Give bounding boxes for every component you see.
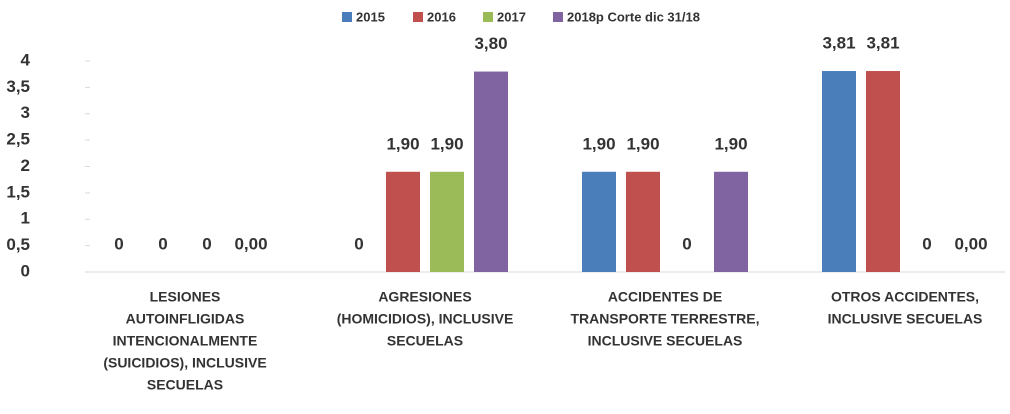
bar [866,71,900,273]
data-label: 0 [354,234,363,253]
x-tick-label: SECUELAS [387,333,463,349]
x-tick-label: AUTOINFLIGIDAS [126,311,245,327]
x-tick-label: LESIONES [150,289,221,305]
data-label: 0 [114,234,123,253]
bar [474,71,508,272]
bar [626,171,660,272]
x-tick-label: INCLUSIVE SECUELAS [828,311,983,327]
data-label: 0 [202,234,211,253]
y-tick-label: 1 [21,209,30,228]
legend-label: 2015 [356,9,385,24]
data-label: 1,90 [626,134,659,153]
y-tick-label: 0 [21,261,30,280]
y-tick-label: 3 [21,103,30,122]
x-tick-label: ACCIDENTES DE [608,289,722,305]
data-label: 0 [682,234,691,253]
legend-swatch [483,12,493,22]
legend-swatch [342,12,352,22]
x-tick-label: (SUICIDIOS), INCLUSIVE [103,355,266,371]
legend-label: 2018p Corte dic 31/18 [567,9,700,24]
data-label: 0 [922,234,931,253]
y-tick-label: 1,5 [6,182,30,201]
bar [430,171,464,272]
bar [822,71,856,273]
y-tick-label: 0,5 [6,235,30,254]
x-tick-label: SECUELAS [147,377,223,393]
data-label: 1,90 [386,134,419,153]
data-label: 0,00 [234,234,267,253]
x-tick-label: OTROS ACCIDENTES, [831,289,979,305]
data-label: 3,81 [822,34,855,53]
x-tick-label: INCLUSIVE SECUELAS [588,333,743,349]
data-label: 0 [158,234,167,253]
bar [386,171,420,272]
x-tick-label: INTENCIONALMENTE [113,333,258,349]
x-tick-label: AGRESIONES [378,289,471,305]
y-tick-label: 2,5 [6,130,30,149]
data-label: 1,90 [430,134,463,153]
data-label: 1,90 [714,134,747,153]
data-label: 3,81 [866,34,899,53]
y-tick-label: 3,5 [6,77,30,96]
y-tick-label: 2 [21,156,30,175]
y-tick-label: 4 [21,50,31,69]
legend-label: 2016 [427,9,456,24]
bar [582,171,616,272]
legend-label: 2017 [497,9,526,24]
legend-swatch [553,12,563,22]
data-label: 0,00 [954,234,987,253]
data-label: 3,80 [474,34,507,53]
x-tick-label: (HOMICIDIOS), INCLUSIVE [337,311,514,327]
data-label: 1,90 [582,134,615,153]
legend-swatch [413,12,423,22]
x-tick-label: TRANSPORTE TERRESTRE, [570,311,759,327]
bar [714,171,748,272]
